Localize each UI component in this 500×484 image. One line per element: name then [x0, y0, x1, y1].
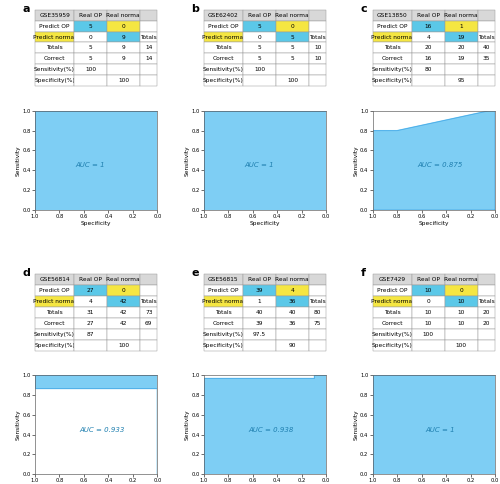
X-axis label: Specificity: Specificity [418, 221, 449, 226]
Text: a: a [23, 3, 30, 14]
Polygon shape [372, 111, 495, 210]
X-axis label: Specificity: Specificity [250, 221, 280, 226]
Text: c: c [360, 3, 367, 14]
Polygon shape [204, 111, 326, 210]
Text: AUC = 0.875: AUC = 0.875 [418, 162, 463, 168]
Text: b: b [192, 3, 200, 14]
Text: e: e [192, 268, 199, 278]
Text: AUC = 1: AUC = 1 [75, 162, 105, 168]
Polygon shape [372, 375, 495, 474]
X-axis label: Specificity: Specificity [81, 221, 112, 226]
Y-axis label: Sensitivity: Sensitivity [185, 409, 190, 440]
Polygon shape [35, 375, 158, 474]
Y-axis label: Sensitivity: Sensitivity [354, 409, 358, 440]
Text: f: f [360, 268, 366, 278]
Y-axis label: Sensitivity: Sensitivity [185, 145, 190, 176]
Text: AUC = 1: AUC = 1 [244, 162, 274, 168]
Text: AUC = 0.933: AUC = 0.933 [80, 427, 125, 433]
Text: d: d [23, 268, 30, 278]
Y-axis label: Sensitivity: Sensitivity [354, 145, 358, 176]
Polygon shape [204, 375, 326, 474]
Polygon shape [35, 111, 158, 210]
Text: AUC = 1: AUC = 1 [425, 427, 455, 433]
Y-axis label: Sensitivity: Sensitivity [16, 145, 21, 176]
Y-axis label: Sensitivity: Sensitivity [16, 409, 21, 440]
Text: AUC = 0.938: AUC = 0.938 [248, 427, 294, 433]
